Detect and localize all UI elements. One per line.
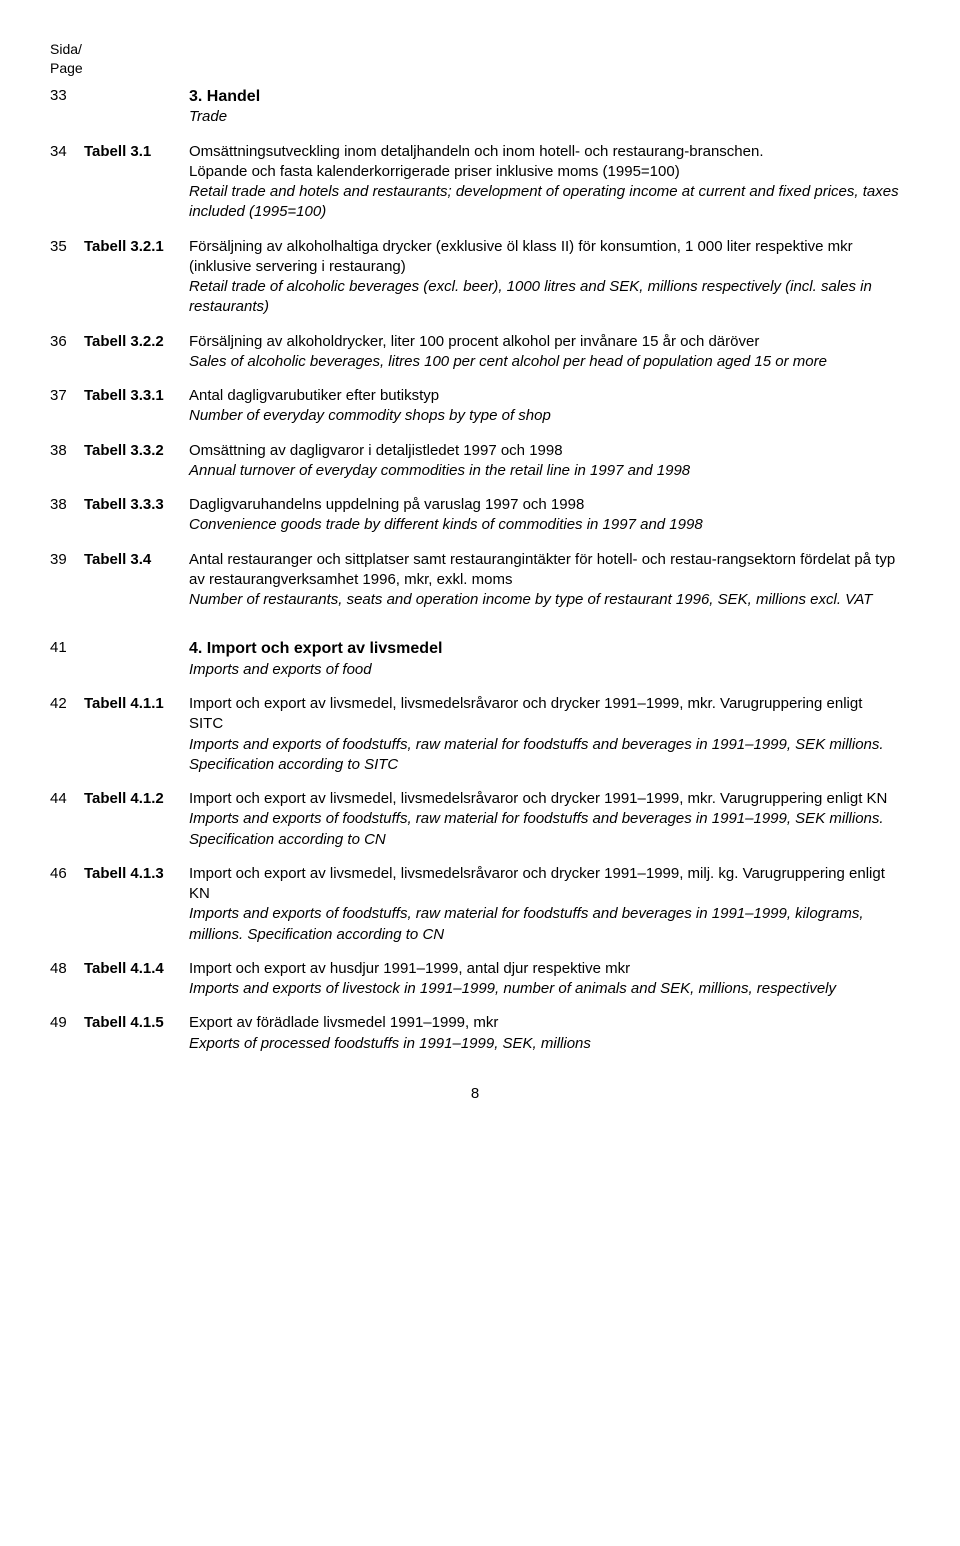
toc-sv-cont: Löpande och fasta kalenderkorrigerade pr… [189, 163, 680, 180]
section-title: 4. Import och export av livsmedel [189, 640, 442, 657]
toc-row: 49Tabell 4.1.5Export av förädlade livsme… [50, 1013, 900, 1054]
header-l2: Page [50, 60, 83, 76]
toc-sv: Försäljning av alkoholhaltiga drycker (e… [189, 238, 853, 275]
toc-sv: Antal restauranger och sittplatser samt … [189, 551, 895, 588]
toc-sv: Omsättning av dagligvaror i detaljistled… [189, 442, 563, 459]
toc-label: Tabell 3.3.2 [84, 441, 189, 461]
toc-en: Imports and exports of foodstuffs, raw m… [189, 736, 884, 773]
toc-en: Retail trade of alcoholic beverages (exc… [189, 278, 872, 315]
header-l1: Sida/ [50, 41, 82, 57]
toc-en: Exports of processed foodstuffs in 1991–… [189, 1035, 591, 1052]
toc-en: Convenience goods trade by different kin… [189, 516, 703, 533]
toc-page-number: 38 [50, 441, 84, 461]
toc-label: Tabell 3.2.1 [84, 237, 189, 257]
toc-label: Tabell 3.3.1 [84, 386, 189, 406]
toc-label: Tabell 3.1 [84, 142, 189, 162]
toc-sv: Import och export av husdjur 1991–1999, … [189, 960, 630, 977]
toc-row: 46Tabell 4.1.3Import och export av livsm… [50, 864, 900, 945]
toc-row: 38Tabell 3.3.2Omsättning av dagligvaror … [50, 441, 900, 482]
toc-label: Tabell 4.1.3 [84, 864, 189, 884]
toc-page-number: 37 [50, 386, 84, 406]
toc-label: Tabell 4.1.4 [84, 959, 189, 979]
toc-en: Imports and exports of foodstuffs, raw m… [189, 810, 884, 847]
toc-en: Sales of alcoholic beverages, litres 100… [189, 353, 827, 370]
toc-row: 34Tabell 3.1Omsättningsutveckling inom d… [50, 142, 900, 223]
toc-description: Omsättningsutveckling inom detaljhandeln… [189, 142, 900, 223]
toc-en: Number of everyday commodity shops by ty… [189, 407, 551, 424]
toc-row: 37Tabell 3.3.1Antal dagligvarubutiker ef… [50, 386, 900, 427]
toc-description: 3. Handel Trade [189, 86, 900, 128]
toc-description: Antal dagligvarubutiker efter butikstyp N… [189, 386, 900, 427]
section-subtitle: Imports and exports of food [189, 661, 372, 678]
toc-description: Export av förädlade livsmedel 1991–1999,… [189, 1013, 900, 1054]
toc-label: Tabell 3.2.2 [84, 332, 189, 352]
section-title: 3. Handel [189, 88, 260, 105]
footer-page-number: 8 [50, 1084, 900, 1104]
toc-en: Number of restaurants, seats and operati… [189, 591, 872, 608]
toc-page-number: 48 [50, 959, 84, 979]
toc-sv: Import och export av livsmedel, livsmede… [189, 695, 862, 732]
toc-description: Försäljning av alkoholdrycker, liter 100… [189, 332, 900, 373]
toc-row: 42Tabell 4.1.1Import och export av livsm… [50, 694, 900, 775]
toc-description: Import och export av livsmedel, livsmede… [189, 789, 900, 850]
toc-page-number: 38 [50, 495, 84, 515]
toc-en: Imports and exports of foodstuffs, raw m… [189, 905, 864, 942]
toc-row: 35Tabell 3.2.1Försäljning av alkoholhalt… [50, 237, 900, 318]
toc-row: 36Tabell 3.2.2Försäljning av alkoholdryc… [50, 332, 900, 373]
toc-label: Tabell 3.3.3 [84, 495, 189, 515]
toc-en: Retail trade and hotels and restaurants;… [189, 183, 899, 220]
toc-row: 48Tabell 4.1.4Import och export av husdj… [50, 959, 900, 1000]
toc-description: Omsättning av dagligvaror i detaljistled… [189, 441, 900, 482]
toc-sv: Export av förädlade livsmedel 1991–1999,… [189, 1014, 498, 1031]
toc-page-number: 35 [50, 237, 84, 257]
toc-description: Import och export av livsmedel, livsmede… [189, 864, 900, 945]
toc-sv: Antal dagligvarubutiker efter butikstyp [189, 387, 439, 404]
toc-label: Tabell 4.1.2 [84, 789, 189, 809]
toc-row: 39Tabell 3.4Antal restauranger och sittp… [50, 550, 900, 611]
toc-description: Försäljning av alkoholhaltiga drycker (e… [189, 237, 900, 318]
toc-sv: Import och export av livsmedel, livsmede… [189, 865, 885, 902]
toc-description: Antal restauranger och sittplatser samt … [189, 550, 900, 611]
toc-sv: Import och export av livsmedel, livsmede… [189, 790, 887, 807]
toc-page-number: 44 [50, 789, 84, 809]
toc-list: 33 3. Handel Trade 34Tabell 3.1Omsättningsu… [50, 86, 900, 1054]
toc-label: Tabell 3.4 [84, 550, 189, 570]
toc-description: Import och export av husdjur 1991–1999, … [189, 959, 900, 1000]
toc-sv: Dagligvaruhandelns uppdelning på varusla… [189, 496, 584, 513]
toc-page-number: 41 [50, 638, 84, 658]
toc-description: 4. Import och export av livsmedel Imports… [189, 638, 900, 680]
section-subtitle: Trade [189, 108, 227, 125]
toc-row: 41 4. Import och export av livsmedel Impor… [50, 638, 900, 680]
toc-page-number: 39 [50, 550, 84, 570]
page-header: Sida/ Page [50, 40, 900, 78]
toc-page-number: 42 [50, 694, 84, 714]
toc-sv: Försäljning av alkoholdrycker, liter 100… [189, 333, 759, 350]
toc-en: Annual turnover of everyday commodities … [189, 462, 690, 479]
toc-row: 44Tabell 4.1.2Import och export av livsm… [50, 789, 900, 850]
toc-row: 38Tabell 3.3.3Dagligvaruhandelns uppdeln… [50, 495, 900, 536]
toc-description: Dagligvaruhandelns uppdelning på varusla… [189, 495, 900, 536]
toc-page-number: 33 [50, 86, 84, 106]
toc-page-number: 34 [50, 142, 84, 162]
toc-row: 33 3. Handel Trade [50, 86, 900, 128]
toc-page-number: 36 [50, 332, 84, 352]
toc-sv: Omsättningsutveckling inom detaljhandeln… [189, 143, 764, 160]
toc-page-number: 49 [50, 1013, 84, 1033]
toc-label: Tabell 4.1.1 [84, 694, 189, 714]
toc-description: Import och export av livsmedel, livsmede… [189, 694, 900, 775]
toc-en: Imports and exports of livestock in 1991… [189, 980, 836, 997]
toc-page-number: 46 [50, 864, 84, 884]
toc-label: Tabell 4.1.5 [84, 1013, 189, 1033]
